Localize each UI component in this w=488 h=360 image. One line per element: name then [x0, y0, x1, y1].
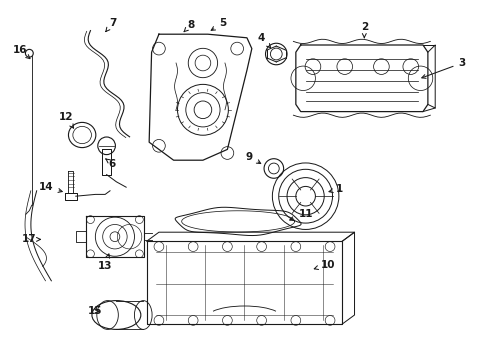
Text: 14: 14: [39, 182, 62, 192]
Text: 1: 1: [328, 184, 343, 194]
Text: 4: 4: [257, 33, 270, 48]
Text: 5: 5: [211, 18, 225, 30]
Text: 7: 7: [105, 18, 116, 32]
Text: 17: 17: [22, 234, 41, 244]
Text: 8: 8: [183, 20, 194, 32]
Text: 10: 10: [314, 260, 334, 270]
Text: 3: 3: [421, 58, 465, 78]
Text: 13: 13: [98, 254, 112, 271]
Text: 11: 11: [289, 209, 312, 221]
Text: 16: 16: [13, 45, 30, 59]
Text: 12: 12: [59, 112, 73, 128]
Text: 15: 15: [88, 306, 102, 316]
Text: 9: 9: [245, 152, 260, 163]
Text: 6: 6: [105, 159, 116, 169]
Text: 2: 2: [360, 22, 367, 38]
